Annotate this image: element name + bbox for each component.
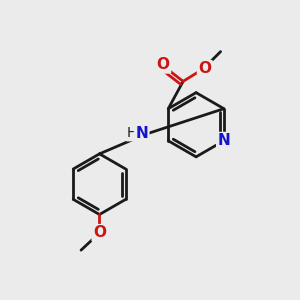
Text: O: O xyxy=(157,57,170,72)
Text: H: H xyxy=(127,126,137,140)
Text: O: O xyxy=(198,61,211,76)
Text: O: O xyxy=(93,225,106,240)
Text: N: N xyxy=(218,133,230,148)
Text: N: N xyxy=(135,126,148,141)
